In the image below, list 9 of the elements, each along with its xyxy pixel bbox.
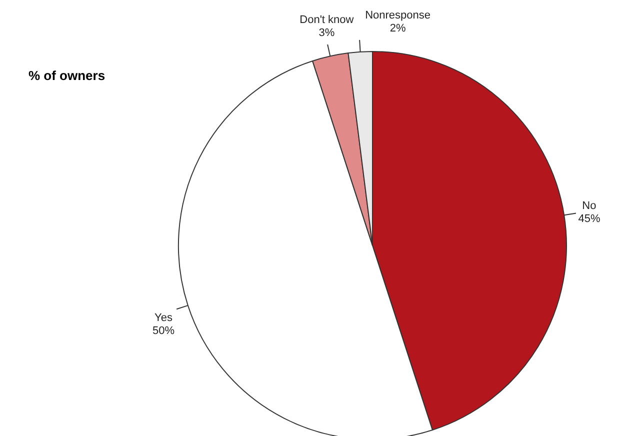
slice-label: Nonresponse [365,9,431,22]
slice-label: Don't know [300,14,354,26]
data-label: 45% [578,213,600,226]
text: % of owners [28,68,106,83]
data-label: 3% [318,27,335,40]
data-label: 50% [152,324,175,337]
slice-label: No [582,200,596,212]
data-label: 2% [390,22,406,35]
slice-label: Yes [154,312,173,324]
